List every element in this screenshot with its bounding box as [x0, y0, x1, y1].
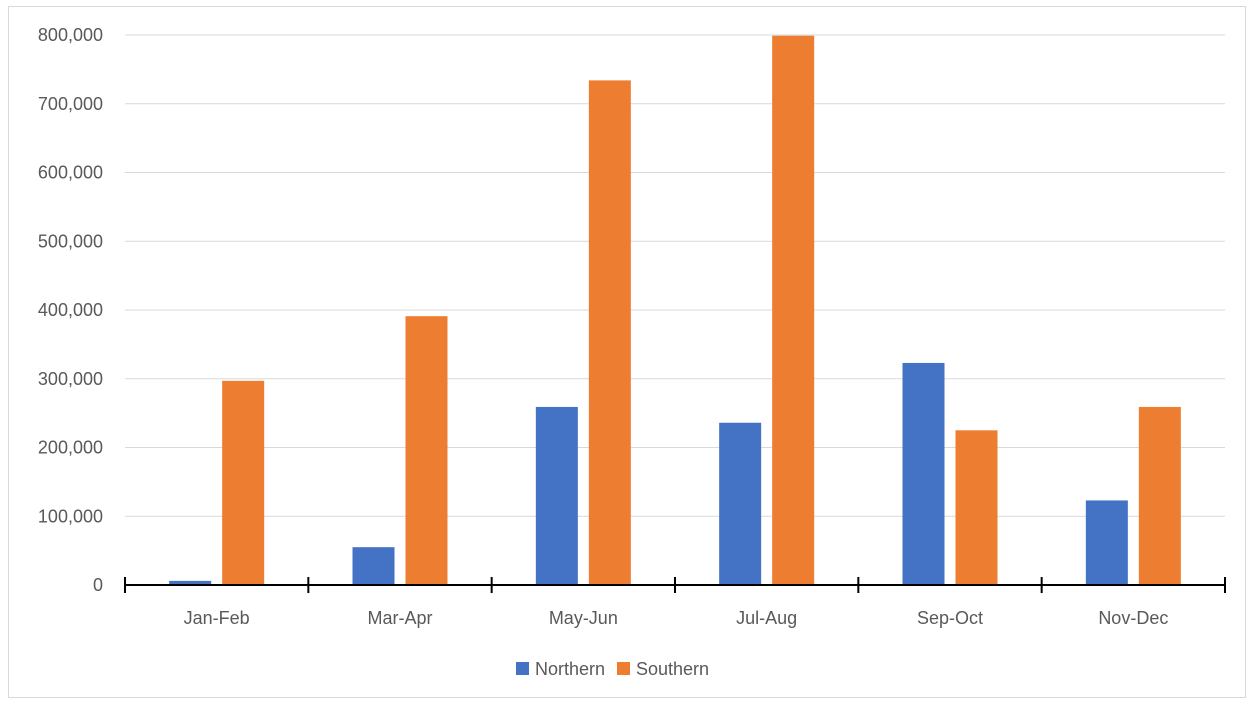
y-tick-label: 300,000	[38, 369, 103, 389]
x-tick-label: Nov-Dec	[1098, 608, 1168, 628]
x-tick-label: Jul-Aug	[736, 608, 797, 628]
bar-southern-mar-apr	[405, 316, 448, 585]
bars	[169, 35, 1181, 585]
legend-swatch-southern	[617, 662, 630, 675]
gridlines	[125, 34, 1225, 517]
bar-northern-jan-feb	[169, 580, 212, 585]
y-tick-label: 500,000	[38, 231, 103, 251]
y-axis-tick-labels: 0 100,000 200,000 300,000 400,000 500,000 600,…	[38, 25, 103, 595]
y-tick-label: 100,000	[38, 506, 103, 526]
y-tick-label: 600,000	[38, 163, 103, 183]
x-axis-tick-labels: Jan-Feb Mar-Apr May-Jun Jul-Aug Sep-Oct Nov-D…	[184, 608, 1169, 628]
bar-southern-jul-aug	[772, 35, 815, 585]
x-tick-label: May-Jun	[549, 608, 618, 628]
x-tick-label: Mar-Apr	[367, 608, 432, 628]
legend-label-northern: Northern	[535, 659, 605, 679]
legend-label-southern: Southern	[636, 659, 709, 679]
y-tick-label: 200,000	[38, 438, 103, 458]
bar-northern-may-jun	[535, 406, 578, 585]
bar-northern-jul-aug	[719, 422, 762, 585]
y-tick-label: 400,000	[38, 300, 103, 320]
legend: Northern Southern	[516, 659, 709, 679]
bar-northern-mar-apr	[352, 547, 395, 585]
bar-northern-nov-dec	[1085, 500, 1128, 585]
y-tick-label: 0	[93, 575, 103, 595]
x-tick-label: Sep-Oct	[917, 608, 983, 628]
bar-northern-sep-oct	[902, 362, 945, 585]
bar-southern-sep-oct	[955, 430, 998, 585]
bar-southern-jan-feb	[222, 380, 265, 585]
legend-swatch-northern	[516, 662, 529, 675]
y-tick-label: 800,000	[38, 25, 103, 45]
bar-southern-may-jun	[588, 80, 631, 585]
x-tick-label: Jan-Feb	[184, 608, 250, 628]
x-axis	[124, 577, 1226, 593]
y-tick-label: 700,000	[38, 94, 103, 114]
bar-southern-nov-dec	[1138, 406, 1181, 585]
